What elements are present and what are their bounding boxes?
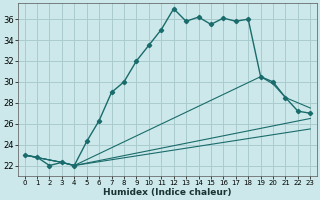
X-axis label: Humidex (Indice chaleur): Humidex (Indice chaleur) xyxy=(103,188,232,197)
